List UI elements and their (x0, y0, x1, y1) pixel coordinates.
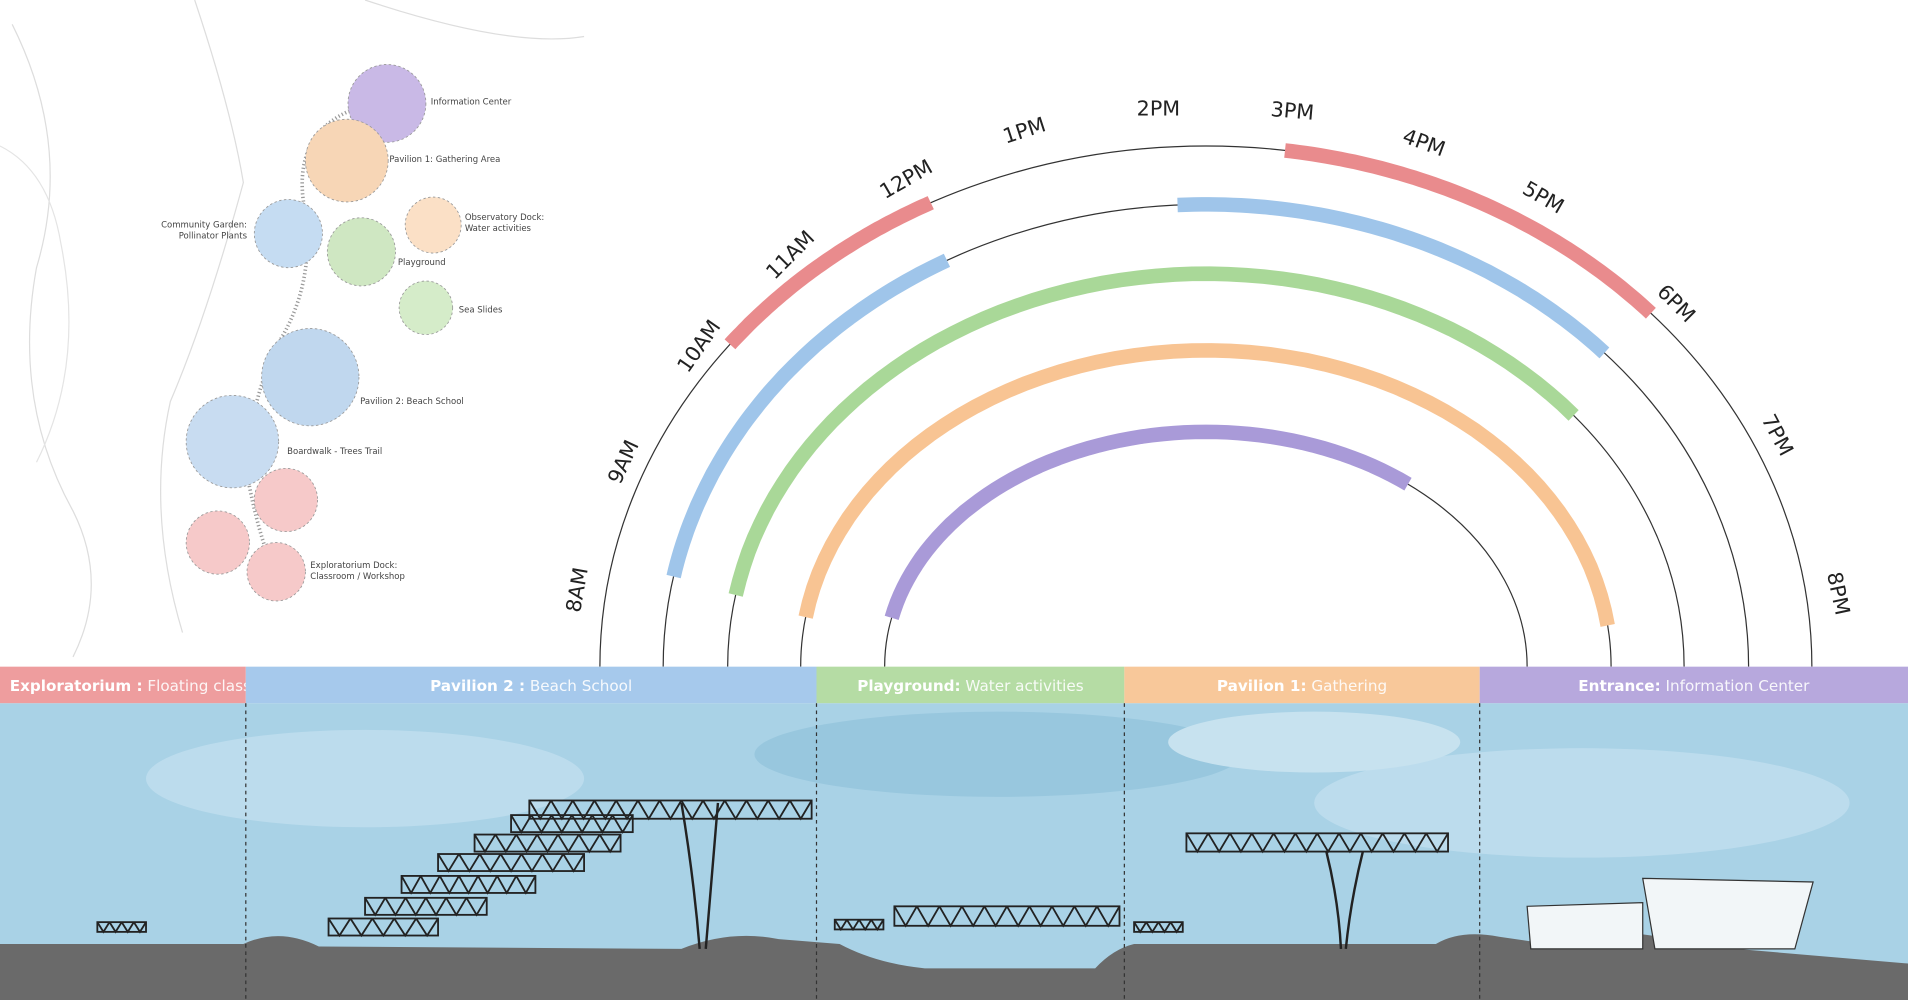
ground (0, 934, 1908, 1000)
truss-web (437, 853, 585, 873)
contour (11, 24, 92, 658)
truss-web (473, 834, 622, 854)
section-desc: Water activities (961, 677, 1084, 695)
dividers (245, 703, 1481, 1000)
hour-label: 4PM (1400, 124, 1449, 161)
ring-guide (800, 349, 1612, 667)
section-bar (245, 666, 817, 704)
zone (261, 328, 360, 427)
ring-guide (599, 145, 1813, 667)
hour-label: 9AM (603, 436, 644, 487)
section-bar (816, 666, 1125, 704)
section-title: Pavilion 1: Gathering (1217, 677, 1387, 695)
zone (185, 510, 250, 575)
section-title: Entrance: Information Center (1578, 677, 1810, 695)
time-span (1177, 197, 1610, 359)
section-desc: Floating class (143, 677, 251, 695)
truss-web (528, 800, 813, 821)
section-desc: Beach School (525, 677, 632, 695)
hour-label: 2PM (1137, 96, 1180, 120)
contour (364, 0, 585, 40)
truss-web (1185, 832, 1449, 854)
map-label: Observatory Dock: (465, 213, 544, 223)
truss-web (893, 905, 1121, 928)
time-span (666, 253, 951, 579)
ring-guide (884, 431, 1528, 667)
contour (160, 0, 244, 633)
truss-web (96, 921, 147, 934)
map-label: Exploratorium Dock: (310, 561, 397, 571)
cloud (1314, 748, 1850, 858)
ring-guide (727, 273, 1685, 667)
cloud (754, 711, 1242, 797)
section-title: Exploratorium : Floating class (10, 677, 251, 695)
truss-web (833, 919, 885, 932)
hour-label: 10AM (672, 315, 725, 376)
zone (404, 196, 462, 254)
site-map: Information Center Pavilion 1: Gathering … (0, 0, 585, 658)
zone (305, 118, 389, 203)
map-label: Water activities (465, 224, 532, 234)
section-name: Pavilion 2 : (430, 677, 525, 695)
truss-web (327, 917, 439, 938)
hour-label: 5PM (1519, 176, 1569, 219)
section-bar (1124, 666, 1480, 704)
hour-label: 8PM (1822, 570, 1855, 618)
boardwalk (246, 107, 354, 585)
map-label: Pollinator Plants (179, 231, 248, 241)
section-title: Pavilion 2 : Beach School (430, 677, 632, 695)
contour (0, 145, 70, 463)
map-label: Classroom / Workshop (310, 572, 405, 582)
time-span (728, 266, 1579, 597)
map-label: Boardwalk - Trees Trail (287, 447, 382, 457)
cloud (1168, 711, 1461, 773)
section-name: Pavilion 1: (1217, 677, 1307, 695)
map-label: Sea Slides (459, 306, 503, 316)
zone (253, 199, 323, 269)
truss-web (510, 814, 634, 834)
map-label: Pavilion 1: Gathering Area (389, 155, 500, 165)
hour-label: 8AM (561, 566, 592, 615)
cloud (146, 729, 585, 828)
zone (398, 280, 454, 335)
zone (253, 467, 319, 533)
hour-label: 3PM (1270, 97, 1315, 125)
truss-web (1133, 921, 1184, 934)
hour-label: 6PM (1652, 280, 1700, 328)
section-desc: Gathering (1307, 677, 1388, 695)
columns (680, 802, 1365, 950)
zone (185, 394, 280, 489)
section-name: Entrance: (1578, 677, 1660, 695)
section-name: Playground: (857, 677, 960, 695)
building (1526, 877, 1814, 950)
hour-label: 1PM (1000, 112, 1049, 148)
hour-label: 7PM (1757, 410, 1799, 460)
section-bar (0, 666, 246, 704)
section-desc: Information Center (1661, 677, 1810, 695)
time-span (884, 424, 1412, 621)
section-title: Playground: Water activities (857, 677, 1084, 695)
map-label: Playground (398, 258, 446, 268)
section-name: Exploratorium : (10, 677, 143, 695)
map-label: Information Center (431, 98, 512, 108)
truss-web (400, 875, 537, 895)
section-view (0, 703, 1908, 1000)
structures (96, 799, 1449, 938)
time-span (798, 343, 1615, 627)
map-label: Community Garden: (161, 220, 247, 230)
zone (347, 64, 427, 143)
zone (246, 542, 306, 602)
time-span (1284, 143, 1656, 319)
section-bar (1479, 666, 1908, 704)
truss-web (364, 897, 488, 917)
zone (326, 217, 396, 287)
map-label: Pavilion 2: Beach School (360, 397, 464, 407)
section-header: Exploratorium : Floating class Pavilion 2… (0, 666, 1908, 704)
time-span (724, 196, 934, 350)
